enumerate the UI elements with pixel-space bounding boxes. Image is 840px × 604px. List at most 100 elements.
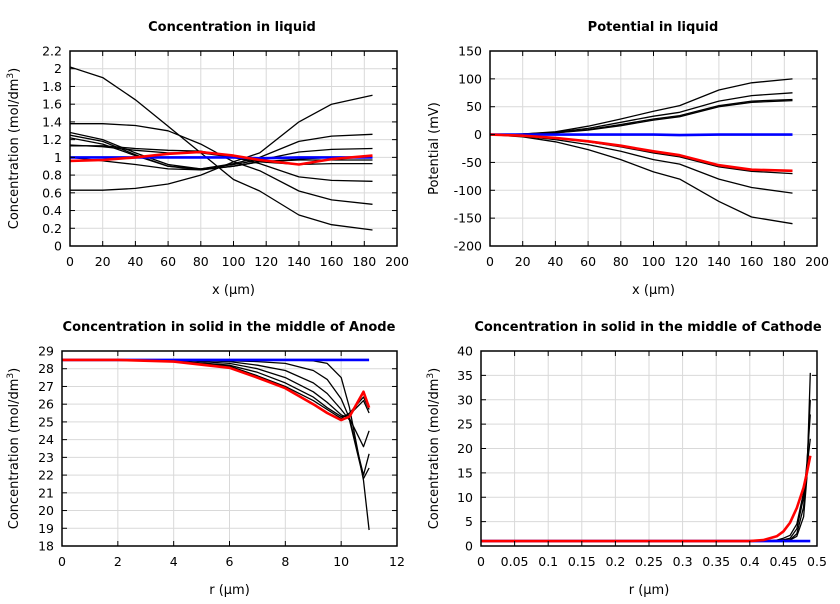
y-tick-label: 50	[466, 99, 482, 114]
y-tick-label: 0.4	[42, 203, 62, 218]
x-tick-label: 160	[320, 254, 344, 269]
x-tick-label: 0.05	[501, 554, 529, 569]
series-group	[481, 372, 812, 543]
y-tick-label: 150	[458, 44, 482, 59]
series-line-11	[70, 150, 373, 166]
y-tick-label: 5	[465, 514, 473, 529]
x-tick-label: 0.45	[769, 554, 797, 569]
series-line-6	[481, 455, 812, 543]
x-tick-label: 12	[389, 554, 405, 569]
y-tick-label: 1.8	[42, 79, 62, 94]
y-tick-label: 24	[38, 432, 54, 447]
x-tick-label: 0.35	[702, 554, 730, 569]
subplot-4: 0 0.05 0.1 0.15 0.2 0.25 0.3 0.35 0.4 0.45 0.5 0 5 10…	[426, 320, 827, 598]
x-tick-label: 20	[95, 254, 111, 269]
y-tick-label: 20	[38, 503, 54, 518]
y-axis-label: Concentration (mol/dm3)	[6, 368, 22, 530]
y-tick-label: -200	[454, 239, 482, 254]
y-axis-label-main: Concentration (mol/dm	[7, 379, 22, 530]
y-axis-label-main: Concentration (mol/dm	[427, 379, 442, 530]
subplot-2: 0 20 40 60 80 100 120 140 160 180 200 -200 -150 -100 -…	[427, 20, 829, 298]
y-tick-label: 0	[474, 127, 482, 142]
x-tick-label: 80	[193, 254, 209, 269]
x-tick-label: 8	[281, 554, 289, 569]
x-tick-label: 2	[114, 554, 122, 569]
x-tick-label: 200	[385, 254, 409, 269]
x-tick-label: 40	[547, 254, 563, 269]
x-tick-label: 0.15	[568, 554, 596, 569]
y-tick-label: 1.4	[42, 114, 62, 129]
x-tick-label: 0.5	[807, 554, 827, 569]
y-tick-label: 2.2	[42, 44, 62, 59]
y-tick-label: 27	[38, 379, 54, 394]
series-group	[490, 78, 793, 225]
y-tick-label: 1.2	[42, 132, 62, 147]
x-tick-label: 40	[127, 254, 143, 269]
series-group	[70, 66, 373, 231]
x-tick-label: 200	[805, 254, 829, 269]
y-axis-label-end: )	[427, 368, 442, 373]
y-tick-label: 100	[458, 71, 482, 86]
y-axis-label-main: Concentration (mol/dm	[7, 79, 22, 230]
y-tick-label: 26	[38, 397, 54, 412]
series-group	[62, 358, 371, 531]
series-line-4	[62, 359, 370, 448]
y-tick-label: 0.8	[42, 168, 62, 183]
y-tick-label: 19	[38, 521, 54, 536]
y-tick-label: 0.6	[42, 185, 62, 200]
x-tick-label: 0	[477, 554, 485, 569]
chart-title: Concentration in solid in the middle of …	[474, 320, 822, 335]
series-line-9	[490, 133, 793, 173]
y-axis-label-superscript: 3	[426, 373, 436, 379]
y-tick-label: 1	[54, 150, 62, 165]
x-tick-label: 140	[287, 254, 311, 269]
x-tick-label: 180	[352, 254, 376, 269]
series-line-8	[62, 358, 371, 422]
y-tick-label: 25	[38, 414, 54, 429]
x-tick-label: 0.25	[635, 554, 663, 569]
series-line-2	[481, 399, 811, 542]
y-tick-label: -100	[454, 183, 482, 198]
y-tick-label: 25	[457, 417, 473, 432]
y-tick-label: 0.2	[42, 221, 62, 236]
y-tick-label: 21	[38, 485, 54, 500]
y-tick-label: 15	[457, 465, 473, 480]
series-line-9	[70, 156, 373, 171]
series-line-4	[481, 438, 811, 542]
x-tick-label: 0	[66, 254, 74, 269]
x-tick-label: 0	[486, 254, 494, 269]
y-tick-label: 18	[38, 539, 54, 554]
y-axis-label-superscript: 3	[6, 73, 16, 79]
series-line-8	[70, 144, 373, 166]
y-axis-label: Potential (mV)	[427, 102, 442, 195]
x-tick-label: 180	[772, 254, 796, 269]
x-axis-label: r (µm)	[629, 583, 670, 598]
x-tick-label: 20	[515, 254, 531, 269]
y-tick-label: 2	[54, 61, 62, 76]
y-tick-label: 10	[457, 490, 473, 505]
y-tick-label: 29	[38, 344, 54, 359]
y-tick-label: -50	[462, 155, 482, 170]
x-tick-label: 120	[674, 254, 698, 269]
x-tick-label: 4	[170, 554, 178, 569]
series-line-3	[490, 98, 793, 136]
x-tick-label: 60	[580, 254, 596, 269]
x-axis-label: x (µm)	[212, 283, 255, 298]
x-axis-label: r (µm)	[209, 583, 250, 598]
y-axis-label-end: )	[7, 368, 22, 373]
y-tick-label: 22	[38, 468, 54, 483]
chart-title: Potential in liquid	[588, 20, 719, 35]
chart-title: Concentration in liquid	[148, 20, 316, 35]
x-tick-label: 0	[58, 554, 66, 569]
series-line-7	[490, 133, 793, 225]
y-tick-label: 0	[465, 539, 473, 554]
y-tick-label: 0	[54, 239, 62, 254]
x-tick-label: 120	[254, 254, 278, 269]
x-tick-label: 0.3	[673, 554, 693, 569]
x-tick-label: 10	[333, 554, 349, 569]
series-line-3	[62, 359, 370, 480]
x-tick-label: 160	[740, 254, 764, 269]
y-tick-label: 30	[457, 392, 473, 407]
x-tick-label: 140	[707, 254, 731, 269]
